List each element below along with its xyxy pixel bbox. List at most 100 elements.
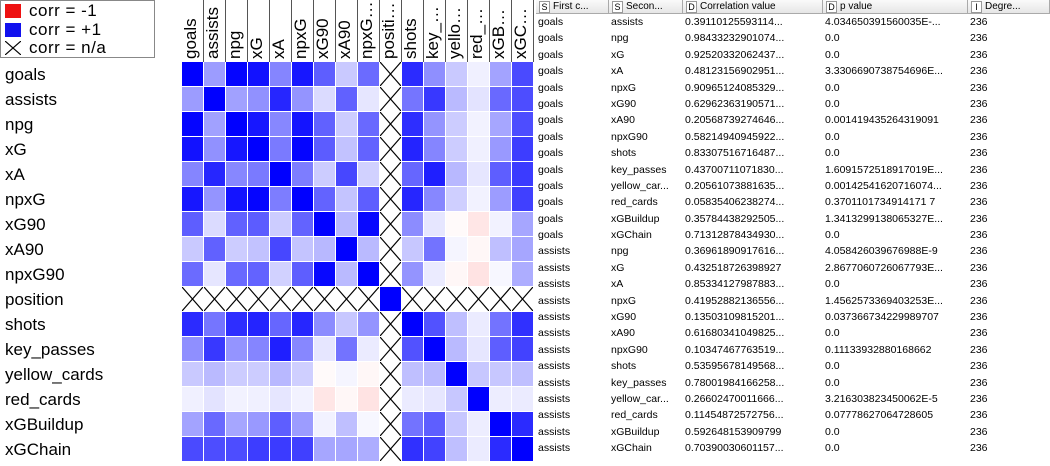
matrix-cell[interactable] xyxy=(512,287,534,312)
matrix-cell[interactable] xyxy=(358,337,380,362)
matrix-cell[interactable] xyxy=(512,137,534,162)
matrix-cell[interactable] xyxy=(292,162,314,187)
matrix-cell[interactable] xyxy=(358,237,380,262)
matrix-cell[interactable] xyxy=(336,362,358,387)
matrix-cell[interactable] xyxy=(292,112,314,137)
matrix-cell[interactable] xyxy=(512,62,534,87)
matrix-cell[interactable] xyxy=(402,237,424,262)
matrix-cell[interactable] xyxy=(182,187,204,212)
matrix-cell[interactable] xyxy=(512,337,534,362)
matrix-cell[interactable] xyxy=(314,237,336,262)
matrix-cell[interactable] xyxy=(512,162,534,187)
matrix-cell[interactable] xyxy=(490,212,512,237)
matrix-cell[interactable] xyxy=(182,262,204,287)
matrix-cell[interactable] xyxy=(446,287,468,312)
table-row[interactable]: assists red_cards 0.11454872572756... 0.077… xyxy=(536,407,1050,423)
matrix-cell[interactable] xyxy=(424,112,446,137)
matrix-cell[interactable] xyxy=(270,337,292,362)
matrix-cell[interactable] xyxy=(358,62,380,87)
matrix-cell[interactable] xyxy=(446,162,468,187)
matrix-cell[interactable] xyxy=(292,262,314,287)
matrix-cell[interactable] xyxy=(402,287,424,312)
matrix-cell[interactable] xyxy=(270,412,292,437)
matrix-cell[interactable] xyxy=(226,187,248,212)
matrix-cell[interactable] xyxy=(446,312,468,337)
matrix-cell[interactable] xyxy=(380,262,402,287)
matrix-cell[interactable] xyxy=(292,387,314,412)
matrix-cell[interactable] xyxy=(336,237,358,262)
matrix-cell[interactable] xyxy=(182,287,204,312)
matrix-cell[interactable] xyxy=(248,237,270,262)
matrix-cell[interactable] xyxy=(226,262,248,287)
matrix-cell[interactable] xyxy=(204,362,226,387)
matrix-cell[interactable] xyxy=(402,187,424,212)
matrix-cell[interactable] xyxy=(424,312,446,337)
matrix-cell[interactable] xyxy=(468,437,490,462)
matrix-cell[interactable] xyxy=(248,112,270,137)
matrix-cell[interactable] xyxy=(314,62,336,87)
matrix-cell[interactable] xyxy=(314,312,336,337)
matrix-cell[interactable] xyxy=(248,287,270,312)
matrix-cell[interactable] xyxy=(402,337,424,362)
table-row[interactable]: assists xA90 0.61680341049825... 0.0 236 xyxy=(536,325,1050,341)
matrix-cell[interactable] xyxy=(182,237,204,262)
matrix-cell[interactable] xyxy=(314,137,336,162)
matrix-cell[interactable] xyxy=(490,237,512,262)
matrix-cell[interactable] xyxy=(248,312,270,337)
matrix-cell[interactable] xyxy=(512,437,534,462)
matrix-cell[interactable] xyxy=(446,87,468,112)
matrix-cell[interactable] xyxy=(380,87,402,112)
matrix-cell[interactable] xyxy=(270,212,292,237)
matrix-cell[interactable] xyxy=(402,87,424,112)
matrix-cell[interactable] xyxy=(468,412,490,437)
matrix-cell[interactable] xyxy=(248,362,270,387)
column-header[interactable]: goals xyxy=(182,0,204,62)
matrix-cell[interactable] xyxy=(314,337,336,362)
matrix-cell[interactable] xyxy=(336,437,358,462)
matrix-cell[interactable] xyxy=(446,237,468,262)
matrix-cell[interactable] xyxy=(292,362,314,387)
table-row[interactable]: goals npxG90 0.58214940945922... 0.0 236 xyxy=(536,129,1050,145)
matrix-cell[interactable] xyxy=(490,162,512,187)
matrix-cell[interactable] xyxy=(314,162,336,187)
matrix-cell[interactable] xyxy=(248,412,270,437)
matrix-cell[interactable] xyxy=(468,187,490,212)
matrix-cell[interactable] xyxy=(226,62,248,87)
matrix-cell[interactable] xyxy=(336,137,358,162)
column-header[interactable]: npg xyxy=(226,0,248,62)
matrix-cell[interactable] xyxy=(468,87,490,112)
matrix-cell[interactable] xyxy=(292,312,314,337)
matrix-cell[interactable] xyxy=(512,362,534,387)
matrix-cell[interactable] xyxy=(292,137,314,162)
matrix-cell[interactable] xyxy=(182,112,204,137)
matrix-cell[interactable] xyxy=(380,337,402,362)
column-header[interactable]: key_passes xyxy=(424,0,446,62)
table-row[interactable]: assists key_passes 0.78001984166258... 0.0 2… xyxy=(536,375,1050,391)
matrix-cell[interactable] xyxy=(424,412,446,437)
table-row[interactable]: goals yellow_car... 0.20561073881635... 0.0… xyxy=(536,178,1050,194)
matrix-cell[interactable] xyxy=(468,362,490,387)
matrix-cell[interactable] xyxy=(248,262,270,287)
table-row[interactable]: assists npxG90 0.10347467763519... 0.111339… xyxy=(536,342,1050,358)
table-column-header[interactable]: S Secon... xyxy=(609,0,683,14)
matrix-cell[interactable] xyxy=(226,212,248,237)
table-row[interactable]: assists xG90 0.13503109815201... 0.03736673… xyxy=(536,309,1050,325)
table-row[interactable]: assists xGChain 0.70390030601157... 0.0 236 xyxy=(536,440,1050,456)
matrix-cell[interactable] xyxy=(358,87,380,112)
matrix-cell[interactable] xyxy=(358,362,380,387)
matrix-cell[interactable] xyxy=(182,137,204,162)
matrix-cell[interactable] xyxy=(292,212,314,237)
matrix-cell[interactable] xyxy=(424,262,446,287)
matrix-cell[interactable] xyxy=(380,137,402,162)
matrix-cell[interactable] xyxy=(512,237,534,262)
matrix-cell[interactable] xyxy=(182,212,204,237)
matrix-cell[interactable] xyxy=(468,112,490,137)
matrix-cell[interactable] xyxy=(226,162,248,187)
matrix-cell[interactable] xyxy=(270,287,292,312)
correlation-matrix[interactable] xyxy=(160,62,534,462)
matrix-cell[interactable] xyxy=(336,412,358,437)
matrix-cell[interactable] xyxy=(512,312,534,337)
table-row[interactable]: goals red_cards 0.05835406238274... 0.37011… xyxy=(536,194,1050,210)
table-row[interactable]: goals npg 0.98433232901074... 0.0 236 xyxy=(536,30,1050,46)
matrix-cell[interactable] xyxy=(270,162,292,187)
